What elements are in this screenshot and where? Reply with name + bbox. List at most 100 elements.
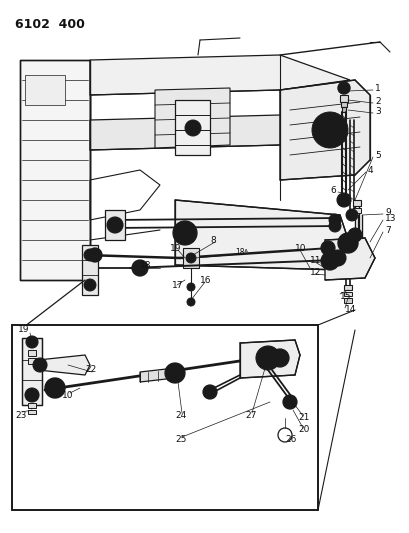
Bar <box>341 107 345 112</box>
Circle shape <box>202 385 216 399</box>
Text: 27: 27 <box>245 410 256 419</box>
Circle shape <box>282 395 296 409</box>
Text: 9: 9 <box>384 207 390 216</box>
Circle shape <box>33 358 47 372</box>
Text: 16: 16 <box>200 276 211 285</box>
Bar <box>182 248 198 268</box>
Circle shape <box>186 253 196 263</box>
Circle shape <box>84 249 96 261</box>
Circle shape <box>184 120 200 136</box>
Bar <box>339 95 347 102</box>
Circle shape <box>50 383 60 393</box>
Text: 6: 6 <box>329 185 335 195</box>
Bar <box>343 285 351 290</box>
Circle shape <box>179 227 191 239</box>
Circle shape <box>311 112 347 148</box>
Text: 20: 20 <box>297 425 309 434</box>
Circle shape <box>337 233 357 253</box>
Polygon shape <box>38 355 90 375</box>
Bar <box>28 410 36 414</box>
Text: 15: 15 <box>339 292 351 301</box>
Polygon shape <box>239 340 299 378</box>
Text: 7: 7 <box>384 225 390 235</box>
Text: 4: 4 <box>367 166 373 174</box>
Text: 10: 10 <box>294 244 306 253</box>
Bar <box>343 298 351 303</box>
Bar <box>25 75 65 105</box>
Text: 18: 18 <box>139 261 151 270</box>
Text: 19: 19 <box>18 326 29 335</box>
Polygon shape <box>105 210 125 240</box>
Bar <box>12 325 317 510</box>
Circle shape <box>107 217 123 233</box>
Circle shape <box>84 279 96 291</box>
Circle shape <box>342 238 352 248</box>
Circle shape <box>320 252 338 270</box>
Text: 8: 8 <box>209 236 215 245</box>
Text: 1: 1 <box>374 84 380 93</box>
Text: 5: 5 <box>374 150 380 159</box>
Text: 6102  400: 6102 400 <box>15 18 85 31</box>
Polygon shape <box>139 368 175 382</box>
Circle shape <box>328 220 340 232</box>
Bar <box>28 358 36 364</box>
Circle shape <box>26 336 38 348</box>
Circle shape <box>347 228 361 242</box>
Circle shape <box>324 125 334 135</box>
Text: 14: 14 <box>344 305 355 314</box>
Circle shape <box>29 339 35 345</box>
Polygon shape <box>20 60 90 280</box>
Bar <box>340 102 346 107</box>
Polygon shape <box>90 55 349 95</box>
Text: 23: 23 <box>15 410 26 419</box>
Text: 13: 13 <box>384 214 396 222</box>
Circle shape <box>187 298 195 306</box>
Circle shape <box>187 283 195 291</box>
Bar <box>28 403 36 408</box>
Circle shape <box>351 232 357 238</box>
Text: 19: 19 <box>170 244 181 253</box>
Circle shape <box>345 209 357 221</box>
Text: 25: 25 <box>175 435 186 445</box>
Circle shape <box>319 120 339 140</box>
Polygon shape <box>22 338 42 405</box>
Text: 10: 10 <box>62 391 73 400</box>
Polygon shape <box>175 200 349 270</box>
Circle shape <box>88 248 102 262</box>
Circle shape <box>328 214 340 226</box>
Polygon shape <box>82 245 98 295</box>
Bar <box>352 200 360 206</box>
Text: 2: 2 <box>374 96 380 106</box>
Bar <box>28 350 36 356</box>
Circle shape <box>132 260 148 276</box>
Polygon shape <box>90 115 339 150</box>
Polygon shape <box>155 88 229 148</box>
Text: 12: 12 <box>309 268 321 277</box>
Circle shape <box>325 257 333 265</box>
Polygon shape <box>175 100 209 155</box>
Circle shape <box>340 85 346 91</box>
Circle shape <box>45 378 65 398</box>
Circle shape <box>164 363 184 383</box>
Circle shape <box>336 193 350 207</box>
Circle shape <box>329 250 345 266</box>
Bar <box>343 292 351 296</box>
Bar <box>352 208 360 213</box>
Text: 22: 22 <box>85 366 96 375</box>
Circle shape <box>261 351 274 365</box>
Circle shape <box>25 388 39 402</box>
Circle shape <box>255 346 279 370</box>
Circle shape <box>189 124 196 132</box>
Text: 18ᴬ: 18ᴬ <box>234 247 247 256</box>
Polygon shape <box>324 238 374 280</box>
Text: 21: 21 <box>297 414 309 423</box>
Text: 17: 17 <box>172 280 183 289</box>
Circle shape <box>264 355 270 361</box>
Circle shape <box>337 82 349 94</box>
Text: 3: 3 <box>374 107 380 116</box>
Circle shape <box>173 221 196 245</box>
Text: 11: 11 <box>309 255 321 264</box>
Text: 24: 24 <box>175 410 186 419</box>
Polygon shape <box>279 80 369 180</box>
Circle shape <box>170 368 180 378</box>
